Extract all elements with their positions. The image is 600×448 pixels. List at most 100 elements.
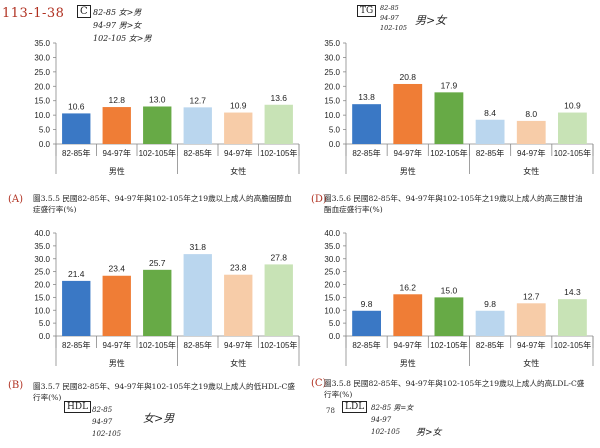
page-number: 78 [326,407,335,415]
hdl-category-label: 102-105年 [139,340,176,350]
ldl-bar [558,299,587,336]
caption-hdl: 圖3.5.7 民國82-85年、94-97年與102-105年之19歲以上成人的… [33,382,295,402]
tg-value-label: 8.0 [525,109,537,119]
chol-category-label: 82-85年 [62,148,90,158]
chol-category-label: 102-105年 [260,148,297,158]
chol-bar [264,104,293,144]
tg-bar [558,112,587,144]
chol-y-tick-label: 0.0 [39,140,51,149]
hdl-y-tick-label: 15.0 [34,293,50,302]
ldl-bar [516,303,546,336]
ldl-category-label: 94-97年 [394,340,422,350]
chol-value-label: 13.0 [149,94,166,104]
chart-hdl: 0.0 5.0 10.0 15.0 20.0 25.0 30.0 35.0 40.0 21.4 82… [0,0,300,400]
handwritten-hdl-notes: 82-85 94-97 102-105 [92,406,122,438]
hdl-y-tick-label: 30.0 [34,255,50,264]
ldl-y-tick-label: 5.0 [329,319,341,328]
hdl-value-label: 23.8 [230,263,247,273]
tg-y-tick-label: 25.0 [324,68,340,77]
tg-y-tick-label: 5.0 [329,126,341,135]
chol-group-label: 男性 [109,166,125,176]
ldl-category-label: 82-85年 [476,340,504,350]
ldl-group-label: 男性 [400,358,416,368]
handwritten-marker-d: (D) [311,194,327,205]
tg-y-tick-label: 10.0 [324,111,340,120]
hdl-category-label: 94-97年 [103,340,131,350]
tg-y-tick-label: 20.0 [324,82,340,91]
chol-value-label: 12.7 [189,95,206,105]
hdl-bar [183,254,212,336]
ldl-category-label: 82-85年 [352,340,380,350]
hdl-bar [224,274,253,336]
handwritten-chol-label: C [77,5,91,18]
hdl-value-label: 25.7 [149,258,166,268]
chol-y-tick-label: 35.0 [34,39,50,48]
tg-value-label: 13.8 [358,92,375,102]
hdl-y-tick-label: 40.0 [34,229,50,238]
handwritten-tg-notes: 82-85 94-97 102-105 [380,4,408,32]
chol-bar [224,112,253,144]
tg-category-label: 102-105年 [554,148,591,158]
tg-group-label: 女性 [523,166,539,176]
hdl-bar [62,280,91,336]
hdl-y-tick-label: 0.0 [39,332,51,341]
ldl-bar [475,310,505,336]
tg-value-label: 17.9 [441,80,458,90]
caption-chol: 圖3.5.5 民國82-85年、94-97年與102-105年之19歲以上成人的… [33,194,292,214]
ldl-value-label: 9.8 [484,299,496,309]
hdl-value-label: 31.8 [189,242,206,252]
tg-y-tick-label: 0.0 [329,140,341,149]
chol-bar [102,107,131,144]
ldl-y-tick-label: 40.0 [324,229,340,238]
ldl-category-label: 94-97年 [517,340,545,350]
chol-value-label: 10.9 [230,101,247,111]
chol-value-label: 12.8 [108,95,125,105]
handwritten-page-id: 113-1-38 [2,6,65,21]
chol-bar [62,113,91,144]
tg-bar [393,83,423,144]
handwritten-marker-a: (A) [8,194,24,205]
tg-category-label: 94-97年 [394,148,422,158]
chol-y-tick-label: 30.0 [34,53,50,62]
handwritten-marker-c: (C) [311,378,327,389]
tg-y-tick-label: 30.0 [324,53,340,62]
handwritten-ldl-label: LDL [342,401,368,413]
ldl-y-tick-label: 25.0 [324,268,340,277]
tg-bar [475,119,505,144]
chol-y-tick-label: 10.0 [34,111,50,120]
ldl-category-label: 102-105年 [554,340,591,350]
chart-chol-svg: 0.0 5.0 10.0 15.0 20.0 25.0 30.0 35.0 10.6 82-85年… [34,39,300,176]
hdl-y-tick-label: 5.0 [39,319,51,328]
hdl-group-label: 女性 [230,358,246,368]
hdl-category-label: 102-105年 [260,340,297,350]
ldl-y-tick-label: 20.0 [324,281,340,290]
hdl-bar [264,264,293,336]
ldl-y-tick-label: 15.0 [324,293,340,302]
hdl-value-label: 23.4 [108,264,125,274]
caption-ldl: 圖3.5.8 民國82-85年、94-97年與102-105年之19歲以上成人的… [324,379,585,399]
tg-category-label: 82-85年 [352,148,380,158]
ldl-category-label: 102-105年 [430,340,467,350]
ldl-bar [352,310,381,336]
hdl-y-tick-label: 25.0 [34,268,50,277]
tg-y-tick-label: 15.0 [324,97,340,106]
hdl-category-label: 82-85年 [62,340,90,350]
chol-bar [183,107,212,144]
ldl-y-tick-label: 0.0 [329,332,341,341]
hdl-category-label: 94-97年 [224,340,252,350]
hdl-bar [102,275,131,336]
ldl-value-label: 14.3 [564,287,581,297]
ldl-y-tick-label: 10.0 [324,306,340,315]
handwritten-hdl-conclusion: 女>男 [143,412,175,425]
chol-y-tick-label: 5.0 [39,126,51,135]
ldl-y-tick-label: 30.0 [324,255,340,264]
chol-category-label: 94-97年 [103,148,131,158]
handwritten-tg-label: TG [357,5,377,17]
ldl-value-label: 9.8 [361,299,373,309]
ldl-group-label: 女性 [523,358,539,368]
tg-group-label: 男性 [400,166,416,176]
chart-hdl-svg: 0.0 5.0 10.0 15.0 20.0 25.0 30.0 35.0 40.0 21.4 82… [34,229,300,368]
hdl-value-label: 27.8 [270,252,287,262]
tg-value-label: 8.4 [484,108,496,118]
hdl-bar [143,269,172,336]
